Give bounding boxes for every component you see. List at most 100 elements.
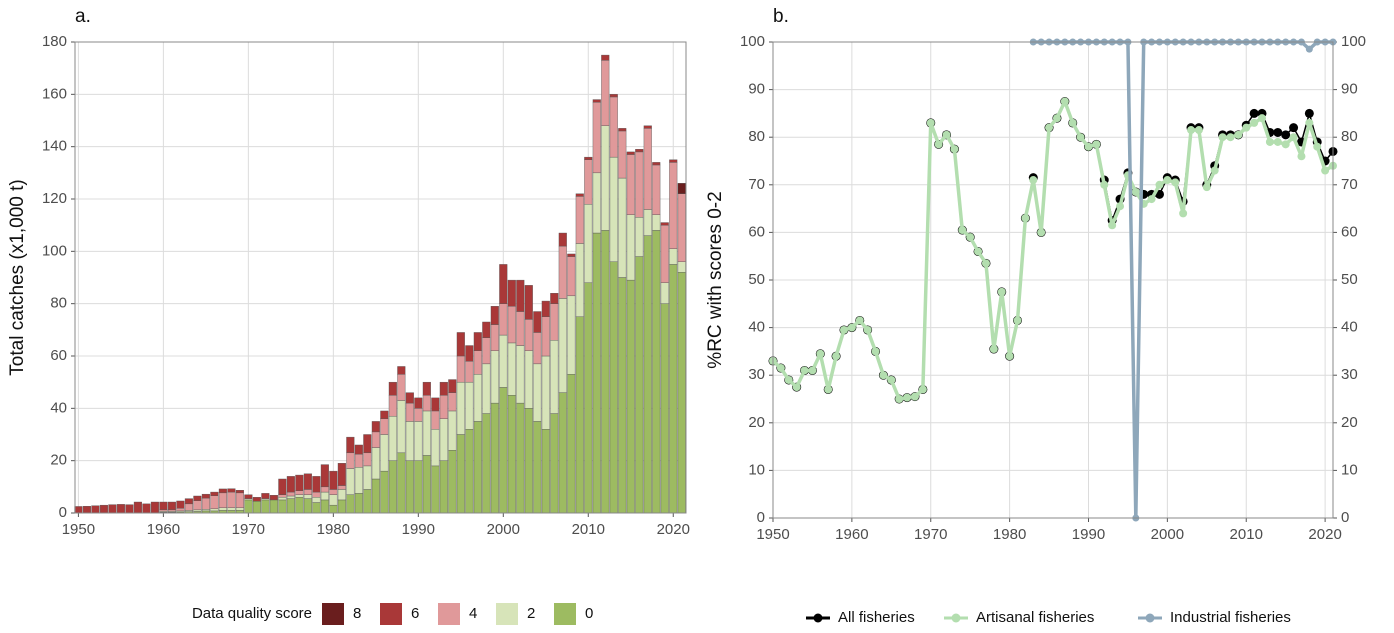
- point: [1005, 352, 1014, 361]
- bar-segment: [278, 499, 287, 514]
- bar-segment: [278, 478, 287, 495]
- bar-segment: [295, 497, 304, 514]
- y2-tick-label: 40: [1341, 319, 1358, 336]
- legend-marker: [951, 613, 961, 623]
- bar-segment: [252, 501, 261, 514]
- point: [1289, 123, 1299, 133]
- bar-segment: [601, 125, 610, 231]
- point: [824, 385, 833, 394]
- point: [1297, 152, 1306, 161]
- y-tick-label: 100: [740, 33, 765, 50]
- point: [832, 352, 841, 361]
- bar-segment: [329, 504, 338, 514]
- bar-segment: [439, 460, 448, 514]
- x-tick-label: 1980: [317, 521, 350, 538]
- point: [1076, 133, 1085, 142]
- point: [1092, 140, 1101, 149]
- bar-segment: [533, 311, 542, 333]
- bar-segment: [643, 125, 652, 129]
- bar-segment: [337, 463, 346, 486]
- bar-segment: [167, 501, 176, 511]
- point: [1116, 202, 1125, 211]
- y-tick-label: 60: [50, 347, 67, 364]
- bar-segment: [363, 465, 372, 490]
- bar-segment: [677, 261, 686, 273]
- bar-segment: [329, 470, 338, 490]
- x-tick-label: 1950: [62, 521, 95, 538]
- bar-segment: [524, 285, 533, 320]
- bar-segment: [550, 303, 559, 341]
- bar-segment: [74, 506, 83, 514]
- bar-segment: [116, 504, 125, 514]
- bar-segment: [363, 452, 372, 467]
- bar-segment: [354, 453, 363, 468]
- bar-segment: [567, 256, 576, 297]
- bar-segment: [354, 444, 363, 455]
- bar-segment: [507, 306, 516, 344]
- y-tick-label: 80: [50, 295, 67, 312]
- point: [981, 259, 990, 268]
- bar-segment: [660, 224, 669, 283]
- legend-swatch: [496, 603, 518, 625]
- bar-segment: [422, 410, 431, 456]
- bar-segment: [167, 509, 176, 512]
- bar-segment: [193, 500, 202, 511]
- bar-segment: [227, 507, 236, 511]
- bar-segment: [635, 149, 644, 153]
- point: [792, 383, 801, 392]
- legend-label: 4: [469, 605, 477, 622]
- bar-segment: [567, 253, 576, 257]
- point: [918, 385, 927, 394]
- bar-segment: [176, 508, 185, 512]
- bar-segment: [176, 500, 185, 509]
- bar-segment: [490, 350, 499, 404]
- bar-segment: [303, 498, 312, 514]
- bar-segment: [346, 468, 355, 495]
- bar-segment: [346, 436, 355, 454]
- bar-segment: [575, 193, 584, 197]
- bar-segment: [626, 151, 635, 155]
- bar-segment: [609, 96, 618, 158]
- y-tick-label: 10: [748, 461, 765, 478]
- x-tick-label: 1990: [1072, 526, 1105, 543]
- legend-label: Artisanal fisheries: [976, 609, 1094, 626]
- bar-segment: [635, 217, 644, 257]
- bar-segment: [652, 214, 661, 231]
- bar-segment: [159, 509, 168, 512]
- y-axis-title: Total catches (x1,000 t): [7, 179, 28, 375]
- bar-segment: [397, 366, 406, 375]
- bar-segment: [388, 395, 397, 417]
- point: [1218, 133, 1227, 142]
- bar-segment: [575, 196, 584, 244]
- bar-segment: [516, 279, 525, 312]
- bar-segment: [524, 408, 533, 514]
- legend-label: Industrial fisheries: [1170, 609, 1291, 626]
- bar-segment: [660, 303, 669, 514]
- point: [1179, 209, 1188, 218]
- y-tick-label: 100: [42, 242, 67, 259]
- bar-segment: [575, 243, 584, 317]
- y-tick-label: 40: [50, 399, 67, 416]
- bar-segment: [320, 486, 329, 493]
- point: [855, 316, 864, 325]
- bar-segment: [261, 499, 270, 514]
- bar-segment: [193, 495, 202, 501]
- bar-segment: [337, 499, 346, 514]
- bar-segment: [584, 156, 593, 160]
- bar-segment: [397, 400, 406, 454]
- x-tick-label: 2000: [487, 521, 520, 538]
- bar-segment: [363, 489, 372, 514]
- bar-segment: [669, 264, 678, 514]
- bar-segment: [618, 277, 627, 514]
- bar-segment: [439, 395, 448, 419]
- bar-segment: [490, 324, 499, 351]
- point: [1108, 221, 1117, 230]
- bar-segment: [618, 128, 627, 132]
- series-line: [771, 99, 1334, 401]
- bar-segment: [609, 156, 618, 262]
- panel-label: a.: [75, 6, 91, 27]
- point: [784, 375, 793, 384]
- bar-segment: [601, 230, 610, 514]
- x-tick-label: 1980: [993, 526, 1026, 543]
- bar-segment: [303, 473, 312, 490]
